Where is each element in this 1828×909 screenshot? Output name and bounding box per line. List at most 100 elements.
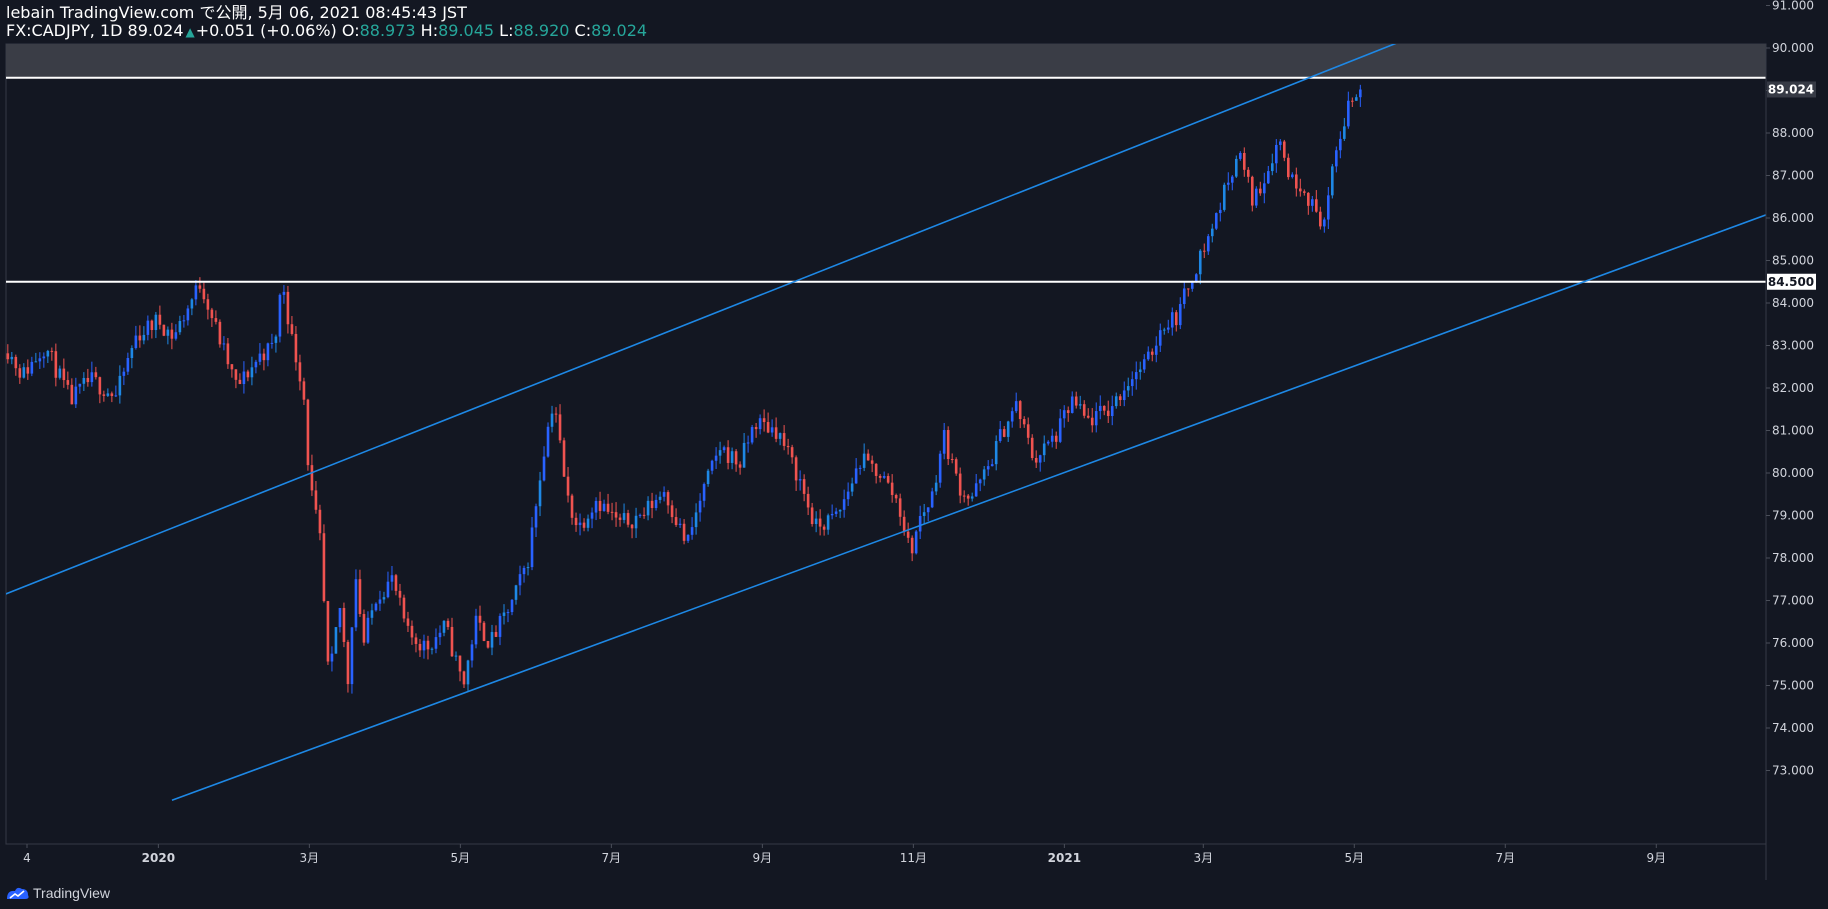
time-tick-label: 9月 xyxy=(1646,851,1666,865)
low-label: L: xyxy=(499,21,514,40)
candle xyxy=(342,602,346,648)
candle xyxy=(918,505,922,540)
candle xyxy=(1010,407,1014,428)
channel-lines[interactable] xyxy=(0,1,1792,802)
candle xyxy=(790,444,794,464)
plot-area[interactable] xyxy=(5,43,1767,845)
price-tick-label: 79.000 xyxy=(1772,509,1814,523)
candle xyxy=(1218,202,1222,222)
candle xyxy=(602,499,606,512)
candle xyxy=(622,503,626,524)
candle xyxy=(354,569,358,632)
candle xyxy=(1198,249,1202,285)
tradingview-brand[interactable]: TradingView xyxy=(33,885,111,901)
candle xyxy=(358,569,362,617)
candle xyxy=(786,438,790,455)
candle xyxy=(394,573,398,596)
candle xyxy=(1186,288,1190,297)
price-chart[interactable]: 73.000 74.000 75.000 76.000 77.000 78.000 79.0… xyxy=(0,0,1828,880)
price-tick-label: 81.000 xyxy=(1772,424,1814,438)
candle xyxy=(186,305,190,326)
candle xyxy=(62,358,66,388)
candle xyxy=(870,455,874,473)
candle xyxy=(1094,402,1098,433)
candle xyxy=(654,494,658,511)
candle xyxy=(1086,408,1090,419)
candle xyxy=(210,307,214,327)
candle xyxy=(1150,348,1154,362)
candle xyxy=(734,449,738,472)
high-value: 89.045 xyxy=(438,21,495,40)
candle xyxy=(1206,233,1210,255)
candle xyxy=(50,347,54,361)
candle xyxy=(990,458,994,467)
candle xyxy=(586,514,590,532)
resistance-zone[interactable] xyxy=(6,1,1766,78)
candle xyxy=(710,459,714,475)
candle xyxy=(6,344,10,364)
time-axis[interactable]: 4 2020 3月 5月 7月 9月 11月 2021 3月 5月 7月 9月 xyxy=(23,844,1666,865)
time-tick-label: 7月 xyxy=(1495,851,1515,865)
candle xyxy=(1262,172,1266,204)
candle xyxy=(966,494,970,506)
candle xyxy=(1299,178,1302,197)
candle xyxy=(554,407,558,423)
candle xyxy=(170,322,174,350)
candle xyxy=(1138,361,1142,380)
candle xyxy=(1054,431,1058,449)
candle xyxy=(1174,310,1178,332)
candle xyxy=(326,600,330,665)
candle xyxy=(854,458,858,484)
candle xyxy=(438,625,442,645)
time-tick-label: 9月 xyxy=(753,851,773,865)
candle xyxy=(850,477,854,497)
candle xyxy=(642,507,646,519)
high-label: H: xyxy=(420,21,439,40)
candle xyxy=(282,285,286,304)
price-tick-label: 80.000 xyxy=(1772,466,1814,480)
candle xyxy=(146,315,150,341)
candle xyxy=(198,277,202,293)
candle xyxy=(742,433,746,468)
candle xyxy=(1202,243,1206,259)
candle xyxy=(1178,297,1182,330)
candle xyxy=(1014,392,1018,414)
candle xyxy=(98,376,102,404)
candle xyxy=(730,447,734,470)
candle xyxy=(350,626,354,694)
candle xyxy=(838,509,842,519)
candle xyxy=(214,310,218,325)
candle xyxy=(74,377,78,409)
price-axis[interactable]: 73.000 74.000 75.000 76.000 77.000 78.000 79.0… xyxy=(1766,0,1814,778)
time-tick-label: 7月 xyxy=(602,851,622,865)
candle xyxy=(398,583,402,606)
candle xyxy=(1154,336,1158,363)
candle xyxy=(42,352,46,368)
candle xyxy=(970,492,974,502)
candle xyxy=(898,493,902,526)
candle xyxy=(30,356,34,377)
candle xyxy=(758,414,762,435)
price-tick-label: 86.000 xyxy=(1772,211,1814,225)
candle xyxy=(310,454,314,497)
candle xyxy=(598,491,602,519)
candle xyxy=(414,633,418,653)
channel-line-upper[interactable] xyxy=(0,1,1502,600)
candle xyxy=(1006,420,1010,442)
candle xyxy=(1250,175,1254,212)
candle xyxy=(706,468,710,487)
time-tick-label: 11月 xyxy=(900,851,927,865)
channel-line-lower[interactable] xyxy=(171,205,1792,802)
candle xyxy=(1266,165,1270,184)
price-tick-label: 74.000 xyxy=(1772,721,1814,735)
candle xyxy=(474,608,478,649)
candle xyxy=(862,443,866,472)
candle xyxy=(14,354,18,376)
candle xyxy=(1222,182,1226,212)
horizontal-levels[interactable] xyxy=(6,76,1766,283)
candle xyxy=(1022,416,1026,428)
candle xyxy=(842,489,846,518)
candle xyxy=(950,453,954,464)
candle xyxy=(698,493,702,522)
candle xyxy=(246,369,250,382)
